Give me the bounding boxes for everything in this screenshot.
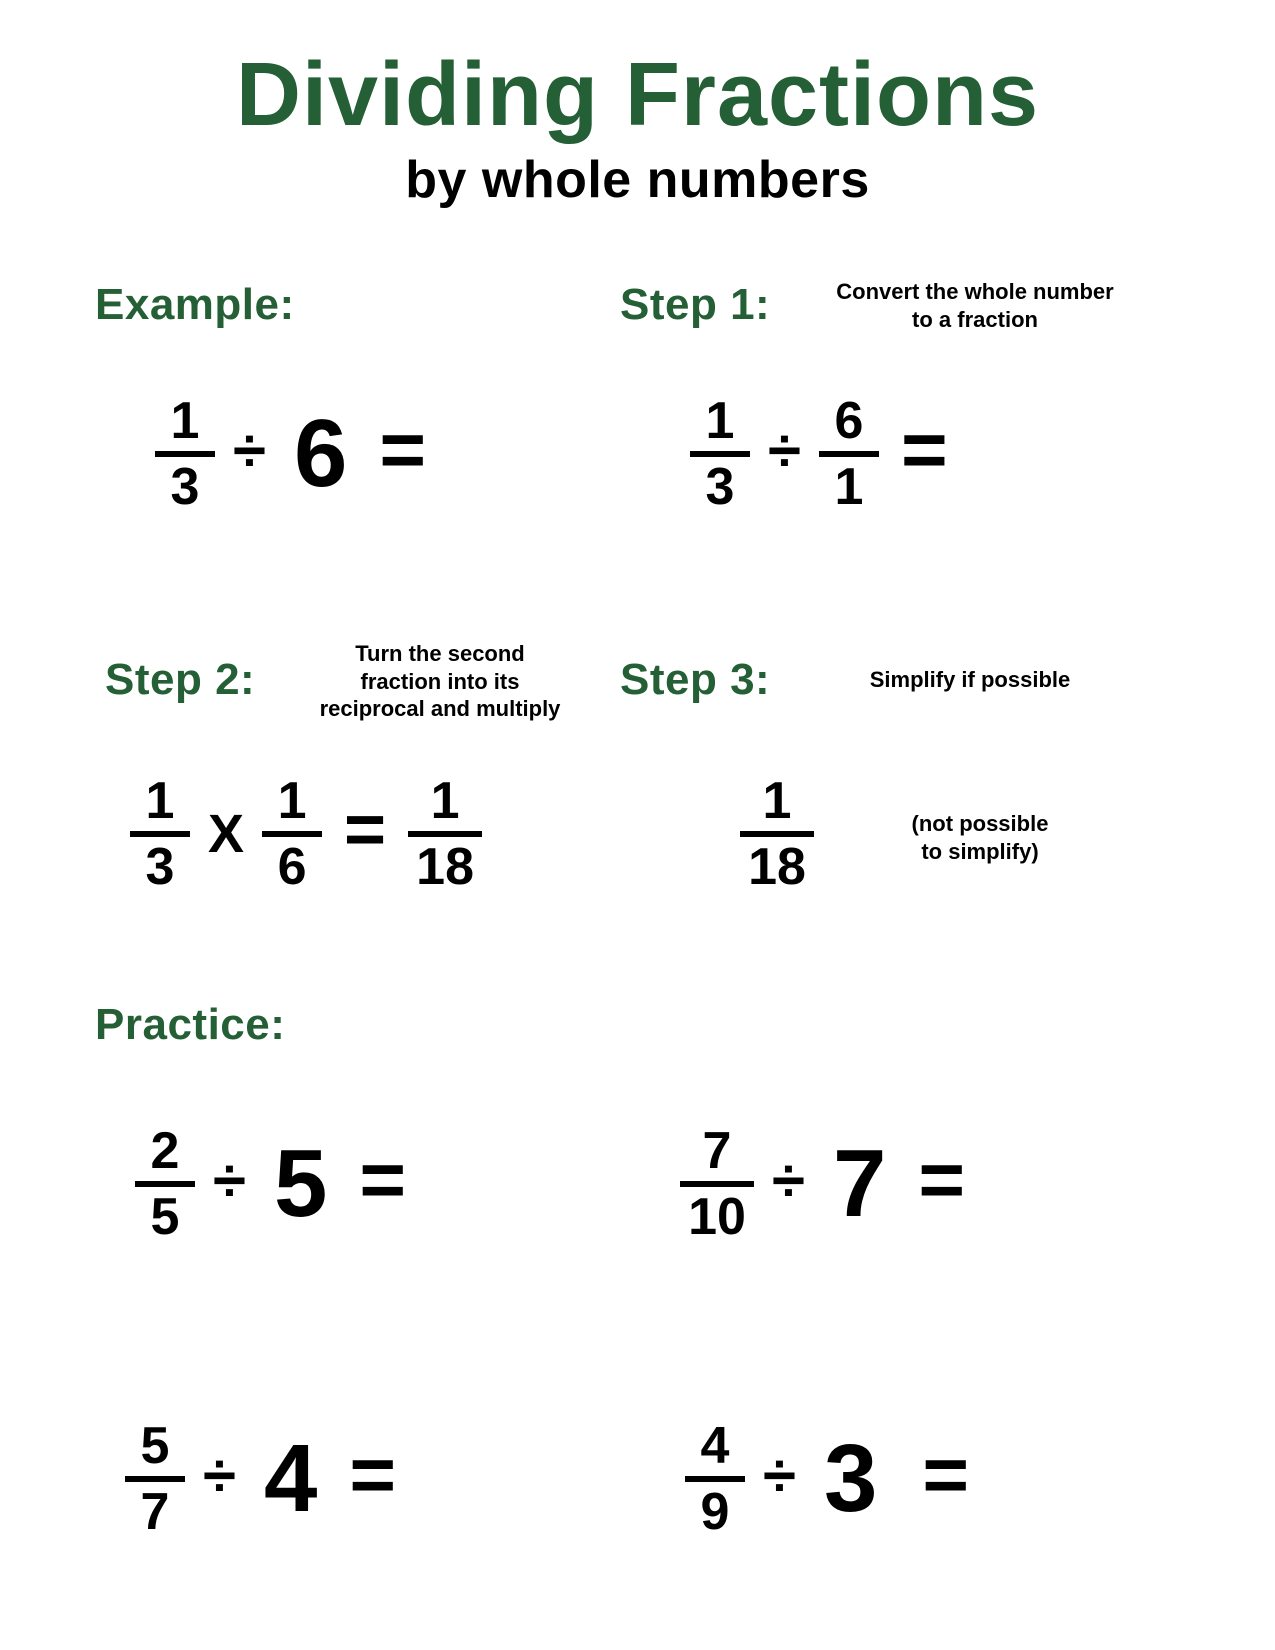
fraction-bar: [408, 831, 482, 837]
practice-1-expression: 2 5 ÷ 5 =: [135, 1125, 406, 1243]
practice1-whole: 5: [274, 1136, 327, 1232]
practice4-num: 4: [701, 1420, 730, 1472]
section-label-step2: Step 2:: [105, 655, 255, 705]
practice4-den: 9: [701, 1486, 730, 1538]
fraction-bar: [155, 451, 215, 457]
fraction-bar: [262, 831, 322, 837]
step2-expression: 1 3 X 1 6 = 1 18: [130, 775, 482, 893]
practice2-den: 10: [688, 1191, 746, 1243]
practice4-whole: 3: [824, 1431, 877, 1527]
section-label-step1: Step 1:: [620, 280, 770, 330]
step2-f1-num: 1: [146, 775, 175, 827]
section-label-example: Example:: [95, 280, 295, 330]
step1-expression: 1 3 ÷ 6 1 =: [690, 395, 948, 513]
practice-3-expression: 5 7 ÷ 4 =: [125, 1420, 396, 1538]
practice4-fraction: 4 9: [685, 1420, 745, 1538]
divide-icon: ÷: [203, 1441, 236, 1510]
step3-note-line1: (not possible: [912, 811, 1049, 836]
step2-res-den: 18: [416, 841, 474, 893]
example-f1-num: 1: [171, 395, 200, 447]
practice1-num: 2: [151, 1125, 180, 1177]
practice2-fraction: 7 10: [680, 1125, 754, 1243]
page-subtitle: by whole numbers: [0, 150, 1275, 210]
step3-expression: 1 18: [740, 775, 814, 893]
page-title: Dividing Fractions: [0, 44, 1275, 147]
fraction-bar: [819, 451, 879, 457]
step1-fraction-2: 6 1: [819, 395, 879, 513]
step2-result: 1 18: [408, 775, 482, 893]
practice3-fraction: 5 7: [125, 1420, 185, 1538]
step2-f1-den: 3: [146, 841, 175, 893]
step3-note: (not possible to simplify): [880, 810, 1080, 865]
multiply-icon: X: [208, 803, 244, 865]
practice1-fraction: 2 5: [135, 1125, 195, 1243]
step2-desc: Turn the second fraction into its recipr…: [290, 640, 590, 723]
equals-icon: =: [901, 404, 948, 496]
practice2-whole: 7: [833, 1136, 886, 1232]
fraction-bar: [740, 831, 814, 837]
equals-icon: =: [918, 1134, 965, 1226]
step2-desc-line1: Turn the second: [355, 641, 525, 666]
practice-2-expression: 7 10 ÷ 7 =: [680, 1125, 965, 1243]
divide-icon: ÷: [213, 1146, 246, 1215]
equals-icon: =: [344, 789, 386, 871]
step2-f2-den: 6: [278, 841, 307, 893]
step3-note-line2: to simplify): [921, 839, 1038, 864]
practice1-den: 5: [151, 1191, 180, 1243]
divide-icon: ÷: [772, 1146, 805, 1215]
equals-icon: =: [359, 1134, 406, 1226]
step3-result: 1 18: [740, 775, 814, 893]
fraction-bar: [135, 1181, 195, 1187]
practice3-num: 5: [141, 1420, 170, 1472]
step2-fraction-2: 1 6: [262, 775, 322, 893]
step3-desc: Simplify if possible: [830, 666, 1110, 694]
step3-res-num: 1: [763, 775, 792, 827]
step1-desc-line2: to a fraction: [912, 307, 1038, 332]
practice2-num: 7: [703, 1125, 732, 1177]
worksheet-page: Dividing Fractions by whole numbers Exam…: [0, 0, 1275, 1650]
step1-desc-line1: Convert the whole number: [836, 279, 1113, 304]
step2-desc-line3: reciprocal and multiply: [320, 696, 561, 721]
example-expression: 1 3 ÷ 6 =: [155, 395, 426, 513]
equals-icon: =: [349, 1429, 396, 1521]
example-f1-den: 3: [171, 461, 200, 513]
fraction-bar: [685, 1476, 745, 1482]
step2-desc-line2: fraction into its: [361, 669, 520, 694]
divide-icon: ÷: [768, 416, 801, 485]
section-label-practice: Practice:: [95, 1000, 285, 1050]
practice3-whole: 4: [264, 1431, 317, 1527]
divide-icon: ÷: [763, 1441, 796, 1510]
step1-f2-den: 1: [834, 461, 863, 513]
fraction-bar: [130, 831, 190, 837]
equals-icon: =: [379, 404, 426, 496]
step1-f1-den: 3: [706, 461, 735, 513]
fraction-bar: [125, 1476, 185, 1482]
practice3-den: 7: [141, 1486, 170, 1538]
equals-icon: =: [922, 1429, 969, 1521]
example-fraction-1: 1 3: [155, 395, 215, 513]
practice-4-expression: 4 9 ÷ 3 =: [685, 1420, 969, 1538]
step2-f2-num: 1: [278, 775, 307, 827]
step1-fraction-1: 1 3: [690, 395, 750, 513]
step2-fraction-1: 1 3: [130, 775, 190, 893]
divide-icon: ÷: [233, 416, 266, 485]
step1-desc: Convert the whole number to a fraction: [810, 278, 1140, 333]
section-label-step3: Step 3:: [620, 655, 770, 705]
step1-f2-num: 6: [834, 395, 863, 447]
example-whole: 6: [294, 406, 347, 502]
fraction-bar: [690, 451, 750, 457]
step2-res-num: 1: [431, 775, 460, 827]
step3-res-den: 18: [748, 841, 806, 893]
fraction-bar: [680, 1181, 754, 1187]
step1-f1-num: 1: [706, 395, 735, 447]
